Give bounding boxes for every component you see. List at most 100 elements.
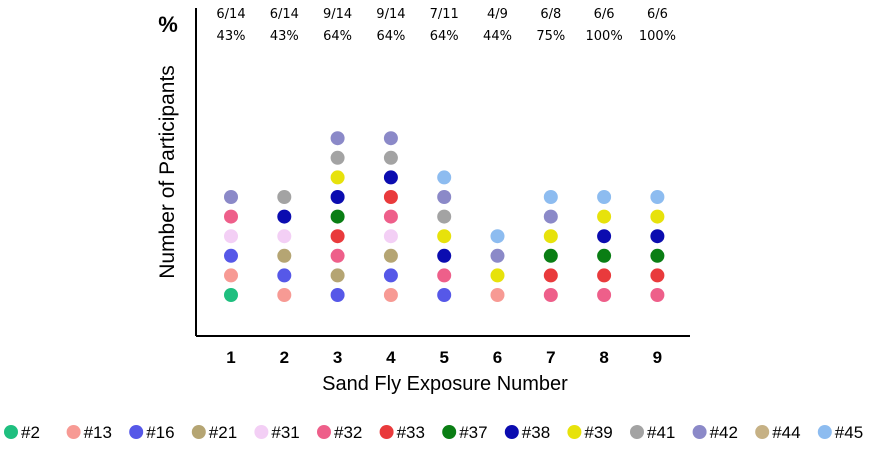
- percent-label: 75%: [536, 29, 565, 44]
- legend-label: #2: [21, 423, 40, 442]
- participant-dot: [597, 229, 612, 244]
- legend-label: #44: [772, 423, 800, 442]
- participant-dot: [383, 248, 398, 263]
- participant-dot: [383, 229, 398, 244]
- participant-dot: [330, 229, 345, 244]
- participant-dot: [383, 268, 398, 283]
- participant-dot: [490, 268, 505, 283]
- participant-dot: [277, 229, 292, 244]
- legend-marker: [379, 425, 394, 439]
- legend-marker: [66, 425, 81, 439]
- participant-dots: [224, 131, 665, 302]
- participant-dot: [277, 190, 292, 204]
- participant-dot: [543, 229, 558, 244]
- participant-dot: [650, 288, 665, 302]
- percent-label: 100%: [639, 29, 676, 44]
- participant-dot: [330, 170, 345, 185]
- participant-dot: [597, 209, 612, 224]
- legend-item: #2: [4, 423, 40, 442]
- participant-dot: [330, 288, 345, 302]
- participant-dot: [437, 209, 452, 224]
- x-tick-label: 9: [653, 348, 662, 367]
- fraction-label: 6/6: [594, 7, 615, 22]
- participant-dot: [437, 248, 452, 263]
- legend-item: #42: [692, 423, 738, 442]
- participant-dot: [437, 229, 452, 244]
- legend-label: #21: [209, 423, 237, 442]
- participant-dot: [383, 131, 398, 146]
- x-tick-label: 5: [439, 348, 448, 367]
- participant-dot: [437, 190, 452, 204]
- participant-dot: [650, 209, 665, 224]
- legend-marker: [692, 425, 707, 439]
- x-tick-labels: 1 2 3 4 5 6 7 8 9: [226, 348, 662, 367]
- x-tick-label: 7: [546, 348, 555, 367]
- participant-dot: [490, 248, 505, 263]
- participant-dot: [277, 209, 292, 224]
- participant-dot: [543, 288, 558, 302]
- legend-item: #32: [317, 423, 362, 442]
- participant-dot: [437, 268, 452, 283]
- participant-dot: [437, 288, 452, 302]
- percent-label: 64%: [430, 29, 459, 44]
- participant-dot: [224, 209, 238, 224]
- fraction-label: 6/14: [270, 7, 299, 22]
- legend-item: #33: [379, 423, 425, 442]
- fraction-label: 6/6: [647, 7, 668, 22]
- participant-dot: [650, 248, 665, 263]
- legend-label: #39: [584, 423, 612, 442]
- legend-marker: [817, 425, 832, 439]
- x-tick-label: 1: [226, 348, 235, 367]
- legend-item: #39: [567, 423, 613, 442]
- percent-corner-label: %: [158, 12, 178, 37]
- participant-dot: [277, 268, 292, 283]
- participant-dot: [597, 190, 612, 204]
- participant-dot: [277, 248, 292, 263]
- x-tick-label: 8: [599, 348, 608, 367]
- legend-label: #32: [334, 423, 362, 442]
- participant-dot: [650, 268, 665, 283]
- fraction-label: 9/14: [376, 7, 405, 22]
- participant-dot: [330, 131, 345, 146]
- percent-annotations: 6/14 43% 6/14 43% 9/14 64% 9/14 64% 7/11 64% 4/9 44…: [216, 7, 676, 44]
- legend-label: #38: [522, 423, 550, 442]
- participant-dot: [383, 209, 398, 224]
- legend: #2 #13 #16 #21 #31 #32 #33 #37 #38 #39 #41 #42 #44 #4…: [4, 423, 863, 442]
- fraction-label: 6/14: [216, 7, 245, 22]
- participant-dot: [330, 268, 345, 283]
- participant-dot: [650, 229, 665, 244]
- legend-item: #38: [504, 423, 550, 442]
- percent-label: 44%: [483, 29, 512, 44]
- legend-marker: [630, 425, 644, 439]
- participant-dot: [224, 190, 238, 204]
- fraction-label: 7/11: [430, 7, 459, 22]
- percent-label: 43%: [217, 29, 246, 44]
- participant-dot: [383, 190, 398, 204]
- legend-item: #45: [817, 423, 863, 442]
- legend-marker: [442, 425, 457, 439]
- participant-dot: [383, 150, 398, 165]
- participant-dot: [490, 229, 505, 244]
- legend-item: #44: [755, 423, 801, 442]
- participant-dot: [330, 209, 345, 224]
- legend-marker: [317, 425, 331, 439]
- participant-dot: [543, 209, 558, 224]
- x-axis-label: Sand Fly Exposure Number: [322, 373, 568, 395]
- percent-label: 43%: [270, 29, 299, 44]
- x-tick-label: 3: [333, 348, 342, 367]
- legend-label: #37: [459, 423, 487, 442]
- legend-item: #16: [129, 423, 175, 442]
- legend-marker: [129, 425, 144, 439]
- participant-dot: [597, 288, 612, 302]
- participant-dot: [330, 190, 345, 204]
- participant-dot: [490, 288, 505, 302]
- participant-dot: [224, 229, 238, 244]
- legend-item: #13: [66, 423, 112, 442]
- legend-label: #31: [271, 423, 299, 442]
- percent-label: 100%: [586, 29, 623, 44]
- x-tick-label: 4: [386, 348, 396, 367]
- participant-dot: [224, 288, 238, 302]
- participant-dot: [277, 288, 292, 302]
